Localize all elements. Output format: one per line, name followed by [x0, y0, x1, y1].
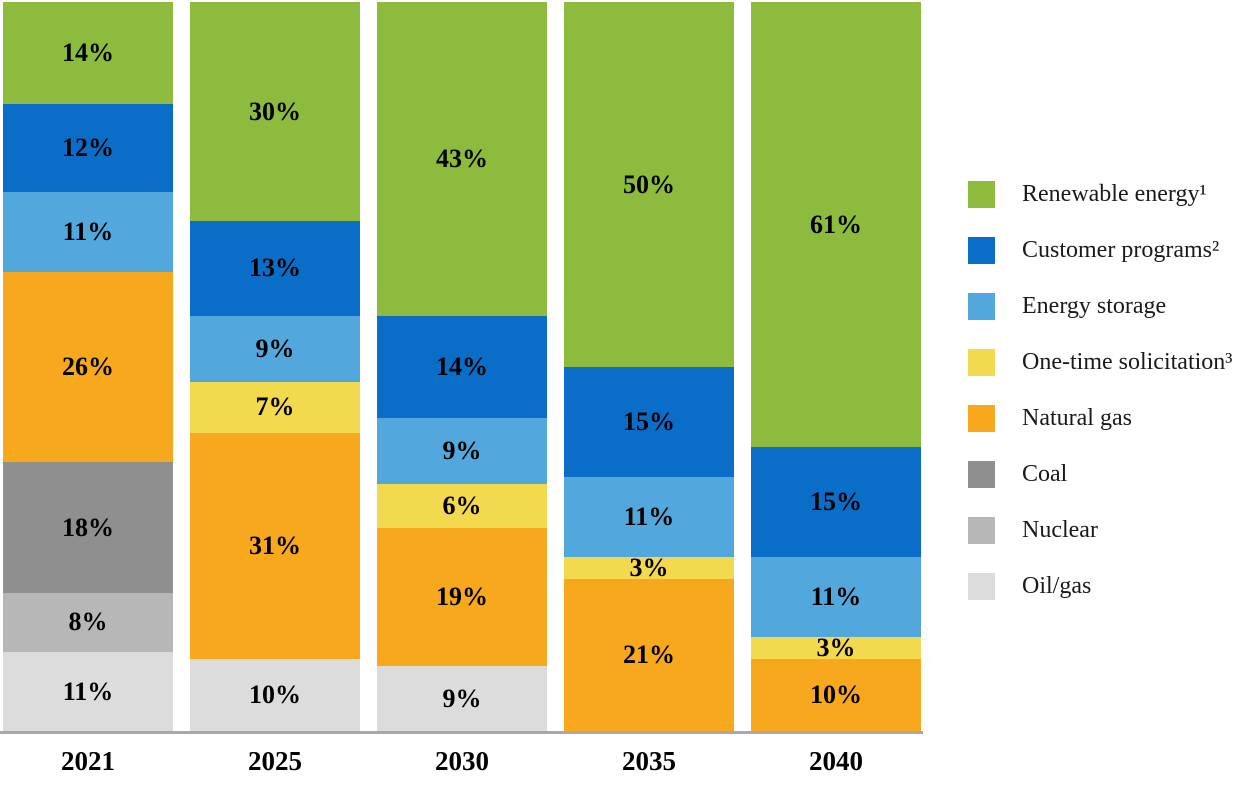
bar-segment: 11% — [3, 191, 173, 273]
bar-segment: 50% — [564, 2, 734, 367]
legend-item: Natural gas — [968, 405, 1232, 432]
bar-segment: 19% — [377, 527, 547, 667]
legend-label: Customer programs² — [1022, 237, 1220, 263]
bar-segment-label: 9% — [442, 435, 482, 465]
bar-segment: 26% — [3, 272, 173, 462]
bar-segment-label: 18% — [62, 512, 114, 542]
bar-segment: 43% — [377, 2, 547, 316]
legend-swatch — [968, 237, 995, 264]
bar-segment-label: 11% — [810, 581, 862, 611]
bar-segment-label: 3% — [629, 552, 669, 582]
legend-swatch — [968, 517, 995, 544]
bar-segment: 15% — [751, 447, 921, 557]
bar-segment: 15% — [564, 367, 734, 477]
bar-segment-label: 12% — [62, 132, 114, 162]
x-axis-line — [0, 731, 923, 734]
bar-segment-label: 30% — [249, 96, 301, 126]
bar-segment-label: 14% — [62, 38, 114, 68]
legend-item: Coal — [968, 461, 1232, 488]
bar-segment-label: 43% — [436, 143, 488, 173]
bar-segment: 9% — [190, 315, 360, 382]
bar-segment-label: 19% — [436, 581, 488, 611]
bar-segment-label: 13% — [249, 253, 301, 283]
bar-segment: 9% — [377, 666, 547, 732]
legend-label: Coal — [1022, 461, 1068, 487]
bar-segment: 9% — [377, 418, 547, 484]
bar-segment: 18% — [3, 461, 173, 594]
bar-segment-label: 15% — [810, 487, 862, 517]
bar-segment-label: 8% — [68, 607, 108, 637]
bar-segment-label: 50% — [623, 169, 675, 199]
legend-item: Nuclear — [968, 517, 1232, 544]
bar-segment: 6% — [377, 483, 547, 528]
legend-item: One-time solicitation³ — [968, 349, 1232, 376]
bar-segment-label: 3% — [816, 633, 856, 663]
bar-2025: 30% 13% 9% 7% 31% 10% — [190, 2, 360, 732]
bar-segment-label: 10% — [810, 680, 862, 710]
bar-segment-label: 61% — [810, 209, 862, 239]
legend-label: Oil/gas — [1022, 573, 1092, 599]
legend-label: Renewable energy¹ — [1022, 181, 1207, 207]
bar-2040: 61% 15% 11% 3% 10% — [751, 2, 921, 732]
bar-segment-label: 9% — [255, 333, 295, 363]
bar-segment: 30% — [190, 2, 360, 221]
bar-2030: 43% 14% 9% 6% 19% 9% — [377, 2, 547, 732]
bar-segment: 10% — [190, 658, 360, 732]
bar-segment-label: 21% — [623, 640, 675, 670]
bar-segment-label: 31% — [249, 530, 301, 560]
bar-segment-label: 6% — [442, 490, 482, 520]
bar-segment-label: 11% — [62, 676, 114, 706]
legend-swatch — [968, 405, 995, 432]
bar-segment-label: 11% — [62, 216, 114, 246]
legend-item: Oil/gas — [968, 573, 1232, 600]
legend-label: One-time solicitation³ — [1022, 349, 1233, 375]
x-axis-label: 2021 — [61, 746, 115, 776]
legend: Renewable energy¹ Customer programs² Energ… — [968, 181, 1232, 629]
legend-label: Natural gas — [1022, 405, 1132, 431]
bar-segment: 3% — [564, 552, 734, 582]
bar-segment: 61% — [751, 2, 921, 448]
bar-segment-label: 7% — [255, 392, 295, 422]
x-axis-label: 2040 — [809, 746, 863, 776]
bar-segment-label: 14% — [436, 351, 488, 381]
bar-segment: 12% — [3, 104, 173, 192]
bar-segment: 3% — [751, 633, 921, 663]
legend-swatch — [968, 349, 995, 376]
bar-segment-label: 9% — [442, 684, 482, 714]
bar-segment-label: 11% — [623, 501, 675, 531]
x-axis: 2021 2025 2030 2035 2040 — [3, 746, 921, 777]
bar-segment: 11% — [3, 651, 173, 732]
bar-segment: 13% — [190, 221, 360, 316]
legend-swatch — [968, 181, 995, 208]
bar-2021: 14% 12% 11% 26% 18% 8% 11% — [3, 2, 173, 732]
legend-swatch — [968, 573, 995, 600]
bar-segment: 11% — [564, 476, 734, 557]
bar-segment-label: 26% — [62, 351, 114, 381]
bar-segment: 31% — [190, 432, 360, 659]
bar-segment-label: 15% — [623, 406, 675, 436]
legend-item: Renewable energy¹ — [968, 181, 1232, 208]
bar-segment: 7% — [190, 381, 360, 433]
bar-segment: 21% — [564, 578, 734, 732]
plot-area: 14% 12% 11% 26% 18% 8% 11% 30% 13% 9% 7% 31% 10% 43% 1… — [3, 2, 921, 732]
legend-swatch — [968, 461, 995, 488]
bar-segment: 14% — [377, 315, 547, 419]
x-axis-label: 2030 — [435, 746, 489, 776]
bar-2035: 50% 15% 11% 3% 21% — [564, 2, 734, 732]
x-axis-label: 2035 — [622, 746, 676, 776]
bar-segment: 14% — [3, 2, 173, 105]
bar-segment-label: 10% — [249, 680, 301, 710]
bar-segment: 8% — [3, 593, 173, 652]
legend-label: Energy storage — [1022, 293, 1167, 319]
x-axis-label: 2025 — [248, 746, 302, 776]
legend-swatch — [968, 293, 995, 320]
legend-item: Energy storage — [968, 293, 1232, 320]
legend-item: Customer programs² — [968, 237, 1232, 264]
bar-segment: 10% — [751, 658, 921, 732]
legend-label: Nuclear — [1022, 517, 1098, 543]
bar-segment: 11% — [751, 556, 921, 638]
